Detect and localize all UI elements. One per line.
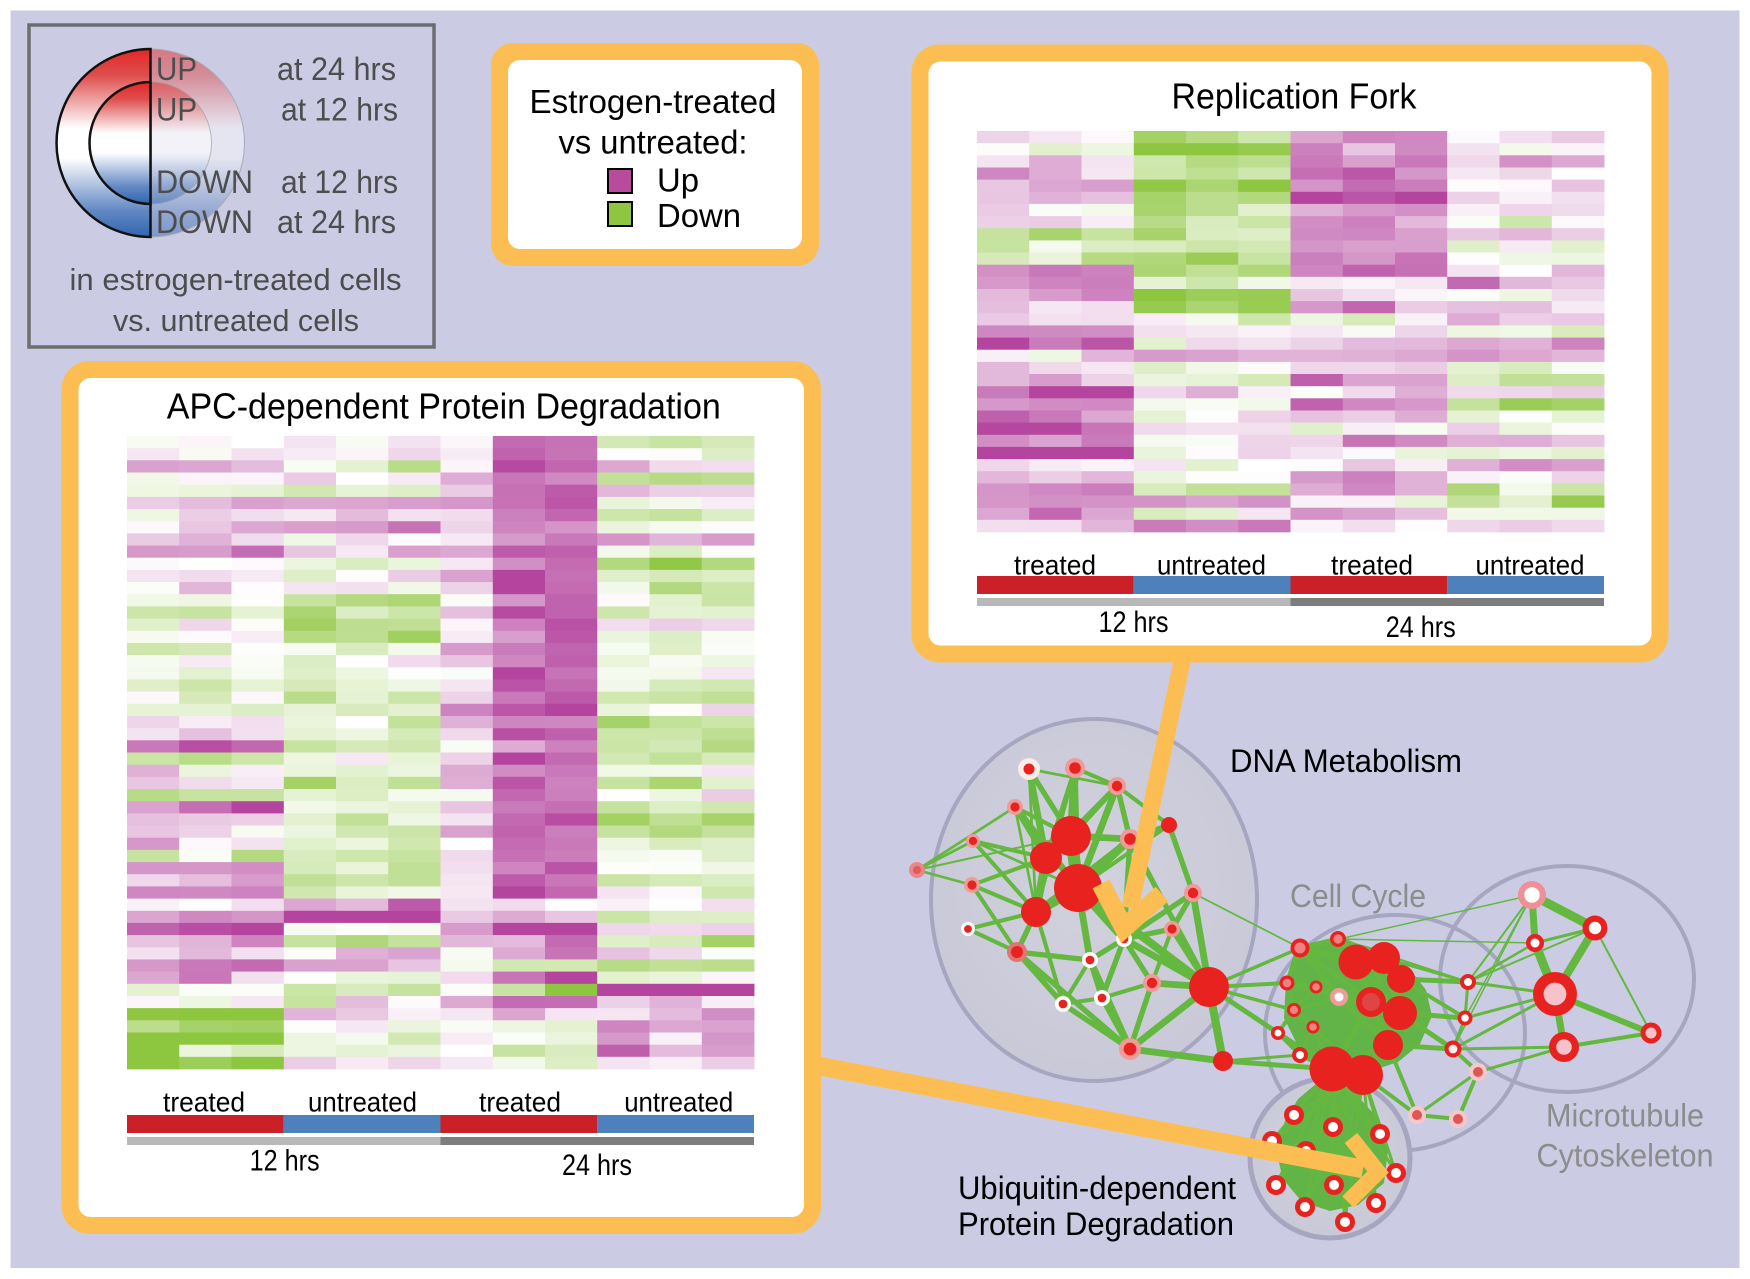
- svg-text:at 12 hrs: at 12 hrs: [281, 92, 398, 128]
- svg-text:untreated: untreated: [1476, 550, 1585, 581]
- svg-text:DOWN: DOWN: [156, 204, 253, 240]
- svg-text:at 24 hrs: at 24 hrs: [277, 51, 396, 87]
- svg-text:in estrogen-treated cells: in estrogen-treated cells: [70, 262, 402, 297]
- svg-text:vs. untreated cells: vs. untreated cells: [113, 303, 359, 338]
- svg-text:UP: UP: [156, 92, 197, 128]
- svg-text:untreated: untreated: [1157, 550, 1266, 581]
- svg-text:at 12 hrs: at 12 hrs: [281, 164, 398, 200]
- svg-text:Ubiquitin-dependent: Ubiquitin-dependent: [958, 1170, 1236, 1206]
- svg-text:12 hrs: 12 hrs: [250, 1145, 320, 1178]
- svg-text:vs untreated:: vs untreated:: [559, 124, 748, 161]
- svg-text:untreated: untreated: [308, 1087, 417, 1118]
- svg-text:Protein Degradation: Protein Degradation: [958, 1206, 1234, 1242]
- svg-text:12 hrs: 12 hrs: [1099, 606, 1169, 639]
- svg-text:Up: Up: [657, 162, 699, 199]
- svg-text:Estrogen-treated: Estrogen-treated: [530, 83, 777, 120]
- svg-text:treated: treated: [1014, 550, 1096, 581]
- svg-text:Cell Cycle: Cell Cycle: [1290, 878, 1426, 914]
- svg-text:24 hrs: 24 hrs: [1386, 611, 1456, 644]
- svg-text:UP: UP: [156, 51, 197, 87]
- svg-text:treated: treated: [1331, 550, 1413, 581]
- svg-text:Down: Down: [657, 197, 741, 234]
- svg-text:DNA Metabolism: DNA Metabolism: [1230, 743, 1462, 779]
- svg-text:Replication Fork: Replication Fork: [1172, 76, 1418, 117]
- svg-text:untreated: untreated: [624, 1087, 733, 1118]
- svg-text:DOWN: DOWN: [156, 164, 253, 200]
- svg-text:Microtubule: Microtubule: [1546, 1097, 1704, 1133]
- svg-text:24 hrs: 24 hrs: [562, 1149, 632, 1182]
- svg-text:APC-dependent Protein Degradat: APC-dependent Protein Degradation: [167, 385, 721, 426]
- svg-text:treated: treated: [163, 1087, 245, 1118]
- svg-text:at 24 hrs: at 24 hrs: [277, 204, 396, 240]
- svg-text:treated: treated: [479, 1087, 561, 1118]
- svg-text:Cytoskeleton: Cytoskeleton: [1537, 1137, 1714, 1173]
